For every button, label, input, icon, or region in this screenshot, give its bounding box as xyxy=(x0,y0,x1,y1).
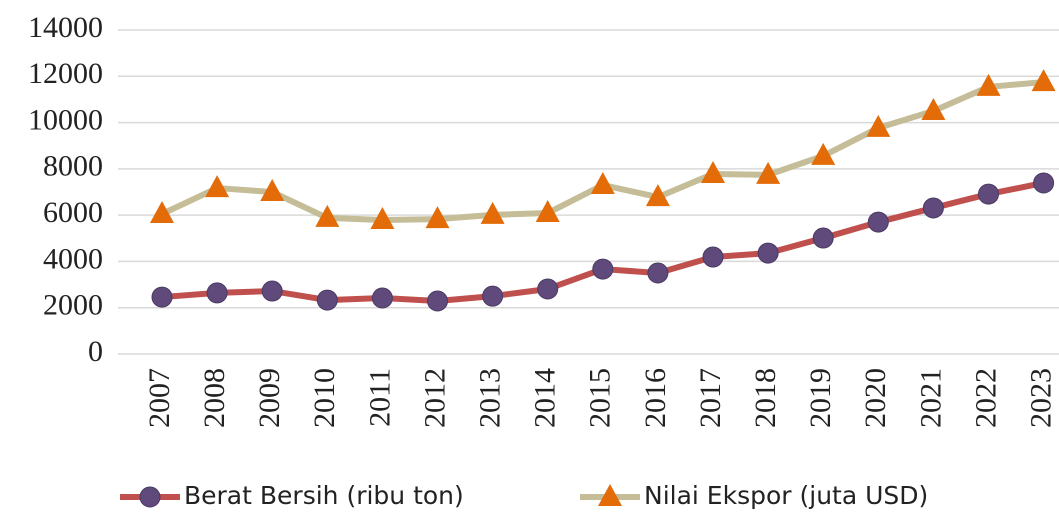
point xyxy=(757,242,779,264)
y-tick-label: 2000 xyxy=(43,289,103,322)
point xyxy=(150,200,174,223)
y-tick-label: 12000 xyxy=(28,57,103,90)
point xyxy=(425,206,450,229)
x-tick-label: 2010 xyxy=(308,368,341,428)
point xyxy=(647,262,669,284)
point xyxy=(1033,172,1055,194)
point xyxy=(371,287,393,309)
x-tick-label: 2007 xyxy=(143,368,176,428)
point xyxy=(866,114,891,137)
legend-label: Nilai Ekspor (juta USD) xyxy=(644,481,928,510)
point xyxy=(702,246,724,268)
point xyxy=(922,197,944,219)
point xyxy=(1031,69,1056,92)
point xyxy=(260,179,285,201)
point xyxy=(537,278,559,300)
x-tick-label: 2015 xyxy=(584,368,617,428)
legend-marker xyxy=(598,484,622,506)
y-tick-label: 0 xyxy=(88,335,103,368)
y-tick-label: 10000 xyxy=(28,103,103,136)
point xyxy=(978,183,999,205)
y-tick-label: 4000 xyxy=(43,242,103,275)
point xyxy=(811,142,836,165)
point xyxy=(482,285,504,307)
point xyxy=(645,184,670,207)
x-tick-label: 2021 xyxy=(914,368,947,428)
point xyxy=(756,161,781,184)
x-tick-label: 2017 xyxy=(694,368,727,428)
y-tick-label: 8000 xyxy=(43,150,103,183)
x-tick-label: 2019 xyxy=(804,368,837,428)
point xyxy=(205,175,230,198)
point xyxy=(976,73,1001,96)
y-tick-label: 14000 xyxy=(28,11,103,44)
point xyxy=(316,289,338,311)
x-tick-label: 2020 xyxy=(859,368,892,428)
point xyxy=(590,172,615,195)
legend-marker xyxy=(139,486,161,508)
point xyxy=(535,200,560,223)
point xyxy=(261,280,283,302)
series-line xyxy=(160,79,1044,224)
point xyxy=(370,207,395,230)
x-tick-label: 2013 xyxy=(473,368,506,428)
x-tick-label: 2012 xyxy=(418,368,451,428)
point xyxy=(206,282,228,304)
x-tick-label: 2022 xyxy=(969,368,1002,428)
x-tick-label: 2014 xyxy=(529,368,562,428)
x-tick-label: 2011 xyxy=(363,368,396,427)
y-tick-label: 6000 xyxy=(43,196,103,229)
point xyxy=(315,204,340,227)
point xyxy=(812,227,834,249)
point xyxy=(427,290,448,312)
point xyxy=(867,211,889,233)
x-tick-label: 2018 xyxy=(749,368,782,428)
x-tick-label: 2009 xyxy=(253,368,286,428)
point xyxy=(921,98,946,120)
point xyxy=(480,201,505,224)
point xyxy=(151,286,173,308)
point xyxy=(701,160,725,183)
x-tick-label: 2023 xyxy=(1024,368,1057,428)
x-tick-label: 2016 xyxy=(639,368,672,428)
legend-label: Berat Bersih (ribu ton) xyxy=(184,481,464,510)
x-tick-label: 2008 xyxy=(198,368,231,428)
point xyxy=(592,258,614,280)
